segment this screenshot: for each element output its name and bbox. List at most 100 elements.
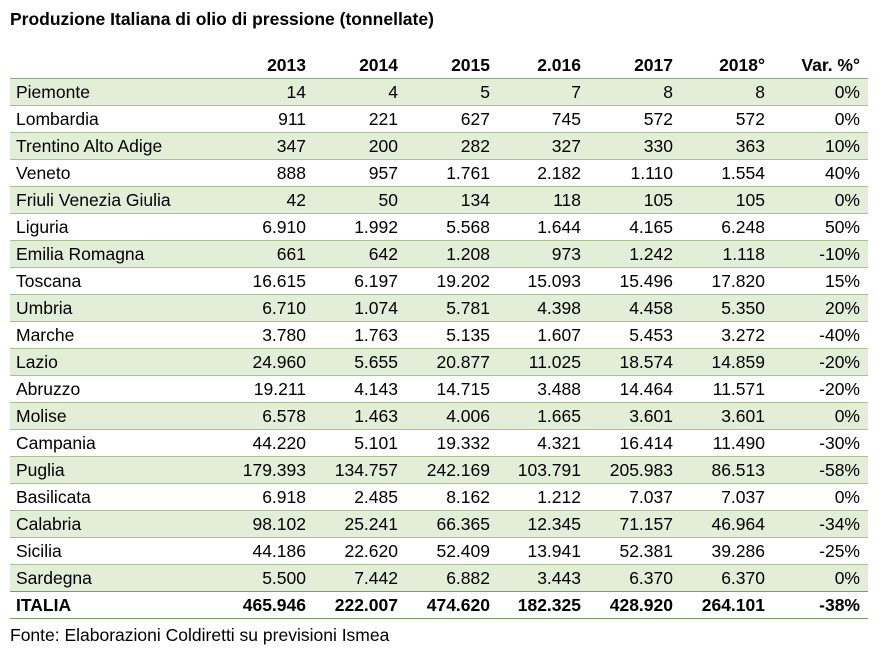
value-cell: 66.365 [406,510,498,538]
value-cell: 105 [681,186,773,214]
value-cell: 888 [225,159,314,187]
value-cell: 42 [225,186,314,214]
value-cell: 14.715 [406,375,498,403]
value-cell: 105 [589,186,681,214]
region-cell: Sardegna [10,564,225,592]
region-cell: Trentino Alto Adige [10,132,225,160]
value-cell: 19.202 [406,267,498,295]
total-variation-cell: -38% [773,591,868,619]
value-cell: 1.463 [314,402,406,430]
header-cell-2015: 2015 [406,52,498,79]
region-cell: Puglia [10,456,225,484]
region-cell: Campania [10,429,225,457]
value-cell: 11.490 [681,429,773,457]
value-cell: 16.615 [225,267,314,295]
total-value-cell: 182.325 [498,591,589,619]
region-cell: Toscana [10,267,225,295]
value-cell: 2.182 [498,159,589,187]
region-cell: Piemonte [10,78,225,106]
table-row: Toscana 16.615 6.197 19.202 15.093 15.49… [10,267,868,295]
value-cell: 8 [589,78,681,106]
value-cell: 7 [498,78,589,106]
table-row: Friuli Venezia Giulia 42 50 134 118 105 … [10,186,868,214]
value-cell: 6.197 [314,267,406,295]
region-cell: Calabria [10,510,225,538]
variation-cell: -20% [773,348,868,376]
variation-cell: 10% [773,132,868,160]
total-label-cell: ITALIA [10,591,225,619]
value-cell: 1.665 [498,402,589,430]
value-cell: 4.006 [406,402,498,430]
value-cell: 3.443 [498,564,589,592]
value-cell: 205.983 [589,456,681,484]
table-row: Sicilia 44.186 22.620 52.409 13.941 52.3… [10,537,868,565]
value-cell: 6.248 [681,213,773,241]
value-cell: 3.601 [681,402,773,430]
value-cell: 330 [589,132,681,160]
value-cell: 6.710 [225,294,314,322]
value-cell: 3.780 [225,321,314,349]
region-cell: Lombardia [10,105,225,133]
value-cell: 1.992 [314,213,406,241]
value-cell: 1.607 [498,321,589,349]
value-cell: 572 [681,105,773,133]
value-cell: 71.157 [589,510,681,538]
variation-cell: -58% [773,456,868,484]
header-cell-region [10,52,225,79]
table-row: Calabria 98.102 25.241 66.365 12.345 71.… [10,510,868,538]
region-cell: Friuli Venezia Giulia [10,186,225,214]
region-cell: Abruzzo [10,375,225,403]
value-cell: 14 [225,78,314,106]
variation-cell: 0% [773,105,868,133]
value-cell: 745 [498,105,589,133]
value-cell: 3.488 [498,375,589,403]
value-cell: 3.601 [589,402,681,430]
region-cell: Umbria [10,294,225,322]
value-cell: 103.791 [498,456,589,484]
variation-cell: -34% [773,510,868,538]
value-cell: 363 [681,132,773,160]
value-cell: 5.453 [589,321,681,349]
value-cell: 5.350 [681,294,773,322]
variation-cell: -10% [773,240,868,268]
value-cell: 973 [498,240,589,268]
region-cell: Liguria [10,213,225,241]
value-cell: 13.941 [498,537,589,565]
value-cell: 6.370 [589,564,681,592]
value-cell: 5 [406,78,498,106]
value-cell: 11.025 [498,348,589,376]
total-value-cell: 474.620 [406,591,498,619]
value-cell: 627 [406,105,498,133]
value-cell: 221 [314,105,406,133]
header-cell-2014: 2014 [314,52,406,79]
value-cell: 5.500 [225,564,314,592]
value-cell: 5.655 [314,348,406,376]
table-row: Emilia Romagna 661 642 1.208 973 1.242 1… [10,240,868,268]
variation-cell: -30% [773,429,868,457]
value-cell: 1.761 [406,159,498,187]
header-cell-2013: 2013 [225,52,314,79]
value-cell: 22.620 [314,537,406,565]
value-cell: 14.464 [589,375,681,403]
value-cell: 4.143 [314,375,406,403]
value-cell: 86.513 [681,456,773,484]
value-cell: 52.381 [589,537,681,565]
value-cell: 282 [406,132,498,160]
value-cell: 50 [314,186,406,214]
value-cell: 39.286 [681,537,773,565]
header-cell-2016: 2.016 [498,52,589,79]
table-row: Sardegna 5.500 7.442 6.882 3.443 6.370 6… [10,564,868,592]
value-cell: 16.414 [589,429,681,457]
table-title: Produzione Italiana di olio di pressione… [10,9,434,29]
table-row: Basilicata 6.918 2.485 8.162 1.212 7.037… [10,483,868,511]
value-cell: 1.212 [498,483,589,511]
table-row: Liguria 6.910 1.992 5.568 1.644 4.165 6.… [10,213,868,241]
value-cell: 134 [406,186,498,214]
table-row: Lombardia 911 221 627 745 572 572 0% [10,105,868,133]
value-cell: 15.496 [589,267,681,295]
value-cell: 98.102 [225,510,314,538]
value-cell: 19.211 [225,375,314,403]
table-row: Veneto 888 957 1.761 2.182 1.110 1.554 4… [10,159,868,187]
value-cell: 1.074 [314,294,406,322]
header-cell-2018: 2018° [681,52,773,79]
